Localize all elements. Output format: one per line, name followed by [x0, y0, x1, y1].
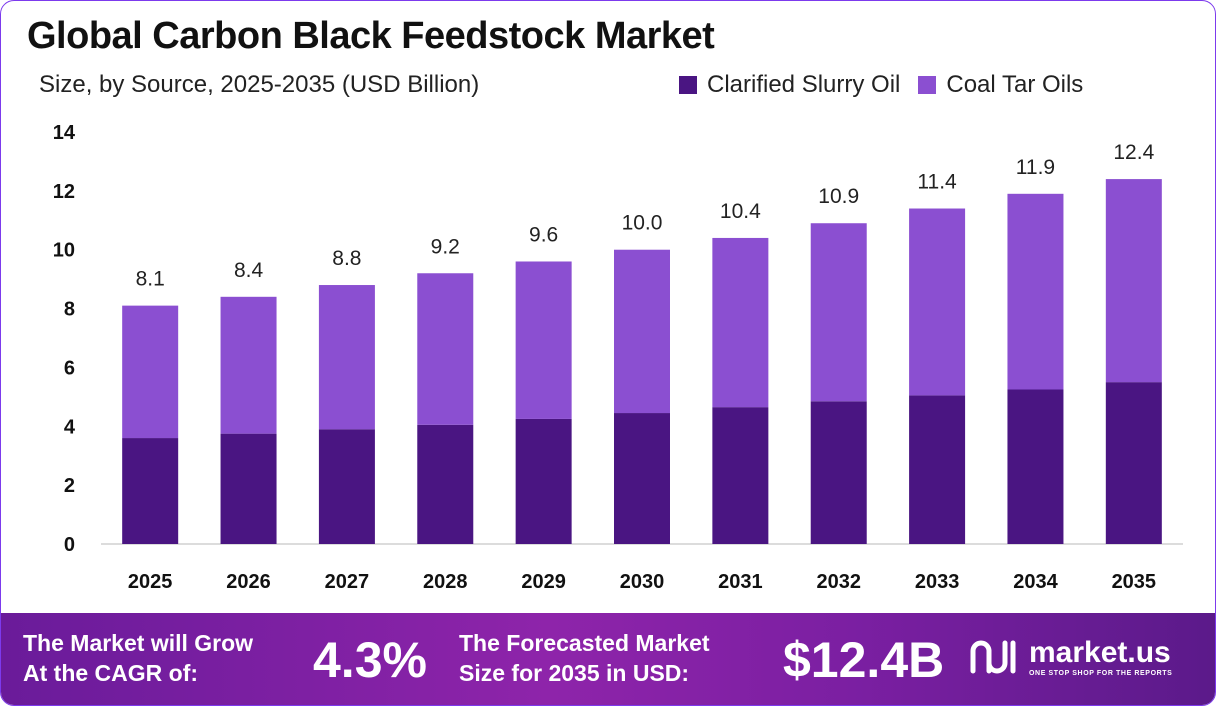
- bar-segment-clarified-slurry-oil: [318, 429, 375, 544]
- y-tick-label: 4: [64, 416, 76, 438]
- bar-segment-coal-tar-oils: [909, 208, 966, 396]
- data-label-total: 10.4: [720, 200, 761, 223]
- y-tick-label: 6: [64, 357, 75, 379]
- data-label-total: 8.8: [332, 247, 361, 270]
- forecast-value: $12.4B: [783, 632, 945, 688]
- data-label-total: 10.9: [818, 185, 859, 208]
- legend-label-coal-tar-oils: Coal Tar Oils: [946, 71, 1084, 98]
- bar-segment-clarified-slurry-oil: [712, 407, 769, 544]
- x-tick-label: 2030: [620, 571, 665, 593]
- data-label-total: 9.6: [529, 223, 558, 246]
- y-tick-label: 8: [64, 299, 75, 321]
- brand-logo: market.us ONE STOP SHOP FOR THE REPORTS: [969, 637, 1172, 677]
- chart-subtitle: Size, by Source, 2025-2035 (USD Billion): [39, 71, 480, 98]
- x-tick-label: 2034: [1013, 571, 1058, 593]
- brand-name: market.us: [1029, 635, 1171, 669]
- legend-item-coal-tar-oils: Coal Tar Oils: [918, 71, 1083, 99]
- forecast-label: The Forecasted Market Size for 2035 in U…: [459, 628, 710, 688]
- x-tick-label: 2032: [816, 571, 861, 593]
- bar-segment-coal-tar-oils: [417, 273, 474, 425]
- x-tick-label: 2035: [1112, 571, 1157, 593]
- legend-swatch-clarified-slurry-oil: [679, 76, 697, 94]
- bar-segment-coal-tar-oils: [1105, 179, 1162, 383]
- cagr-label-line2: At the CAGR of:: [23, 660, 199, 686]
- y-tick-label: 14: [53, 122, 76, 144]
- data-label-total: 8.1: [136, 268, 165, 291]
- legend-item-clarified-slurry-oil: Clarified Slurry Oil: [679, 71, 900, 99]
- x-tick-label: 2028: [423, 571, 468, 593]
- y-tick-label: 0: [64, 534, 75, 556]
- x-tick-label: 2025: [128, 571, 173, 593]
- data-label-total: 10.0: [622, 212, 663, 235]
- bar-segment-coal-tar-oils: [515, 261, 572, 419]
- x-tick-label: 2029: [521, 571, 566, 593]
- x-tick-label: 2031: [718, 571, 763, 593]
- bar-segment-clarified-slurry-oil: [515, 418, 572, 544]
- bar-segment-clarified-slurry-oil: [909, 395, 966, 544]
- data-label-total: 8.4: [234, 259, 264, 282]
- bar-chart: 0 2 4 6 8 10 12 14 8.1 2025 8.4 2026 8.8 2027 9.2 2028 9…: [53, 122, 1183, 593]
- y-tick-label: 10: [53, 240, 75, 262]
- brand-tagline: ONE STOP SHOP FOR THE REPORTS: [1029, 669, 1173, 677]
- legend: Clarified Slurry Oil Coal Tar Oils: [679, 71, 1083, 99]
- data-label-total: 11.9: [1016, 156, 1055, 179]
- bar-segment-clarified-slurry-oil: [614, 413, 670, 544]
- bar-segment-coal-tar-oils: [810, 223, 867, 402]
- bar-segment-clarified-slurry-oil: [810, 401, 867, 544]
- x-tick-label: 2026: [226, 571, 271, 593]
- forecast-label-line1: The Forecasted Market: [459, 630, 710, 656]
- bar-segment-coal-tar-oils: [220, 296, 277, 434]
- bar-segment-clarified-slurry-oil: [220, 433, 277, 544]
- data-label-total: 12.4: [1113, 141, 1154, 164]
- market-us-logo-icon: [970, 640, 1016, 674]
- forecast-label-line2: Size for 2035 in USD:: [459, 660, 690, 686]
- bar-segment-coal-tar-oils: [1007, 193, 1064, 390]
- bar-segment-clarified-slurry-oil: [417, 424, 474, 544]
- cagr-label-line1: The Market will Grow: [23, 630, 254, 656]
- x-tick-label: 2027: [325, 571, 370, 593]
- summary-banner: The Market will Grow At the CAGR of: 4.3…: [1, 613, 1215, 705]
- cagr-value: 4.3%: [313, 632, 427, 688]
- y-tick-label: 12: [53, 181, 75, 203]
- bar-segment-coal-tar-oils: [318, 285, 375, 430]
- bar-segment-clarified-slurry-oil: [1007, 389, 1064, 544]
- y-tick-label: 2: [64, 475, 75, 497]
- bar-segment-clarified-slurry-oil: [1105, 382, 1162, 544]
- bar-segment-coal-tar-oils: [122, 305, 179, 439]
- data-label-total: 11.4: [917, 171, 957, 194]
- cagr-label: The Market will Grow At the CAGR of:: [23, 628, 253, 688]
- bar-segment-coal-tar-oils: [614, 249, 670, 414]
- legend-label-clarified-slurry-oil: Clarified Slurry Oil: [707, 71, 901, 98]
- legend-swatch-coal-tar-oils: [918, 76, 937, 94]
- x-tick-label: 2033: [915, 571, 960, 593]
- bar-segment-clarified-slurry-oil: [122, 438, 179, 544]
- data-label-total: 9.2: [431, 235, 460, 258]
- chart-title: Global Carbon Black Feedstock Market: [27, 15, 715, 57]
- bar-segment-coal-tar-oils: [712, 237, 769, 408]
